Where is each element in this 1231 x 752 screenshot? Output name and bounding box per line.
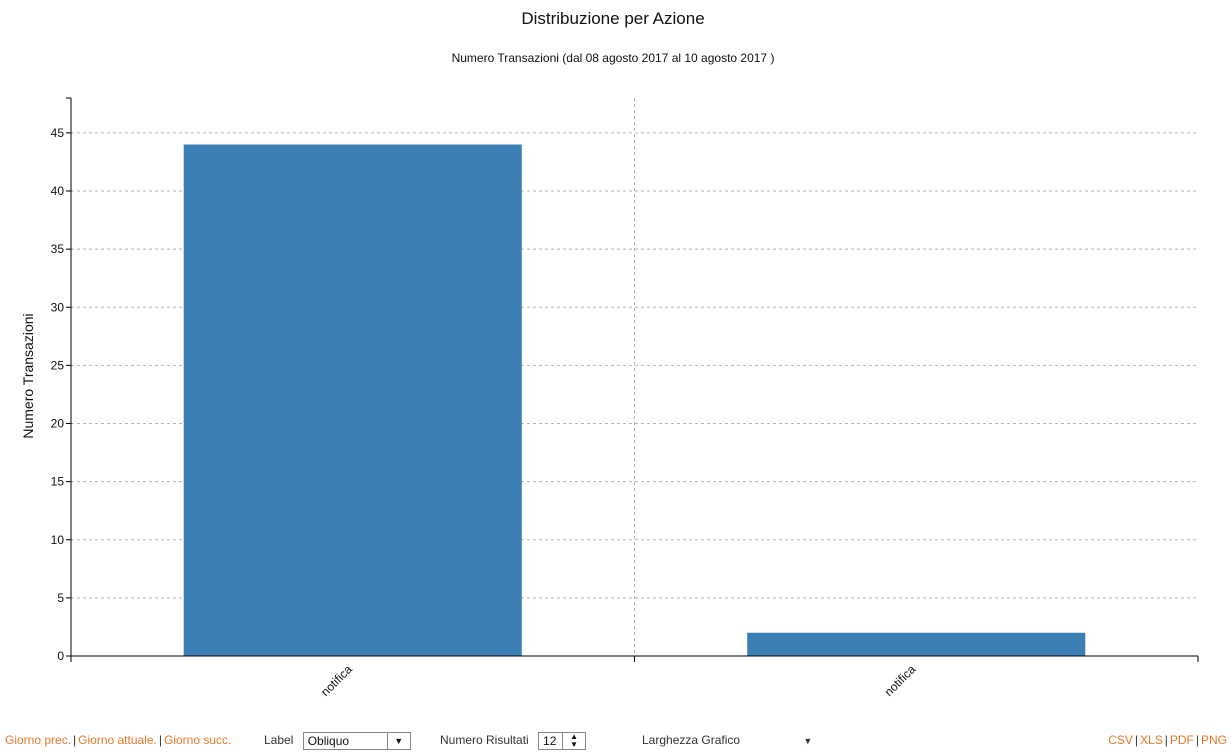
prev-day-link[interactable]: Giorno prec.: [5, 733, 72, 747]
y-tick-label: 20: [51, 417, 65, 431]
y-tick-label: 0: [57, 649, 64, 663]
separator: |: [73, 733, 77, 747]
separator: |: [1134, 733, 1139, 747]
export-links: CSV | XLS | PDF | PNG: [1108, 730, 1227, 750]
export-png-link[interactable]: PNG: [1200, 733, 1227, 747]
x-tick-label: notifica: [882, 662, 919, 699]
width-control[interactable]: Larghezza Grafico ▼: [642, 730, 812, 751]
width-caption: Larghezza Grafico: [642, 733, 741, 747]
separator: |: [1164, 733, 1168, 747]
results-caption: Numero Risultati: [440, 733, 529, 747]
label-control: Label Obliquo ▼: [264, 730, 411, 750]
current-day-link[interactable]: Giorno attuale.: [78, 733, 157, 747]
y-tick-label: 10: [51, 533, 65, 547]
export-xls-link[interactable]: XLS: [1140, 733, 1163, 747]
y-tick-label: 5: [57, 591, 64, 605]
chart-title: Distribuzione per Azione: [521, 9, 704, 28]
y-axis-label: Numero Transazioni: [20, 313, 36, 438]
y-tick-label: 45: [51, 126, 65, 140]
label-select-value: Obliquo: [307, 734, 350, 748]
chart-subtitle: Numero Transazioni (dal 08 agosto 2017 a…: [452, 51, 775, 65]
day-navigation: Giorno prec. | Giorno attuale. | Giorno succ…: [5, 730, 231, 750]
chart-controls: Giorno prec. | Giorno attuale. | Giorno succ…: [0, 730, 1231, 750]
chevron-down-icon[interactable]: ▼: [386, 733, 410, 749]
y-tick-label: 35: [51, 242, 65, 256]
results-control: Numero Risultati 12 ▲ ▼: [440, 730, 587, 750]
y-tick-label: 15: [51, 475, 65, 489]
separator: |: [1195, 733, 1199, 747]
results-stepper-value: 12: [543, 734, 557, 748]
export-csv-link[interactable]: CSV: [1108, 733, 1133, 747]
stepper-arrows-icon[interactable]: ▲ ▼: [562, 733, 585, 749]
y-tick-label: 40: [51, 184, 65, 198]
x-tick-label: notifica: [318, 662, 355, 699]
next-day-link[interactable]: Giorno succ.: [164, 733, 232, 747]
label-select[interactable]: Obliquo ▼: [302, 732, 411, 750]
separator: |: [158, 733, 162, 747]
caret-down-icon[interactable]: ▼: [803, 735, 813, 746]
bar[interactable]: [183, 144, 522, 657]
y-tick-label: 30: [51, 300, 65, 314]
export-pdf-link[interactable]: PDF: [1169, 733, 1194, 747]
label-caption: Label: [264, 733, 294, 747]
results-stepper[interactable]: 12 ▲ ▼: [538, 732, 587, 750]
chart: Distribuzione per Azione Numero Transazi…: [20, 9, 1199, 699]
bar[interactable]: [747, 632, 1086, 656]
bars-layer: [183, 144, 1086, 657]
y-tick-label: 25: [51, 358, 65, 372]
